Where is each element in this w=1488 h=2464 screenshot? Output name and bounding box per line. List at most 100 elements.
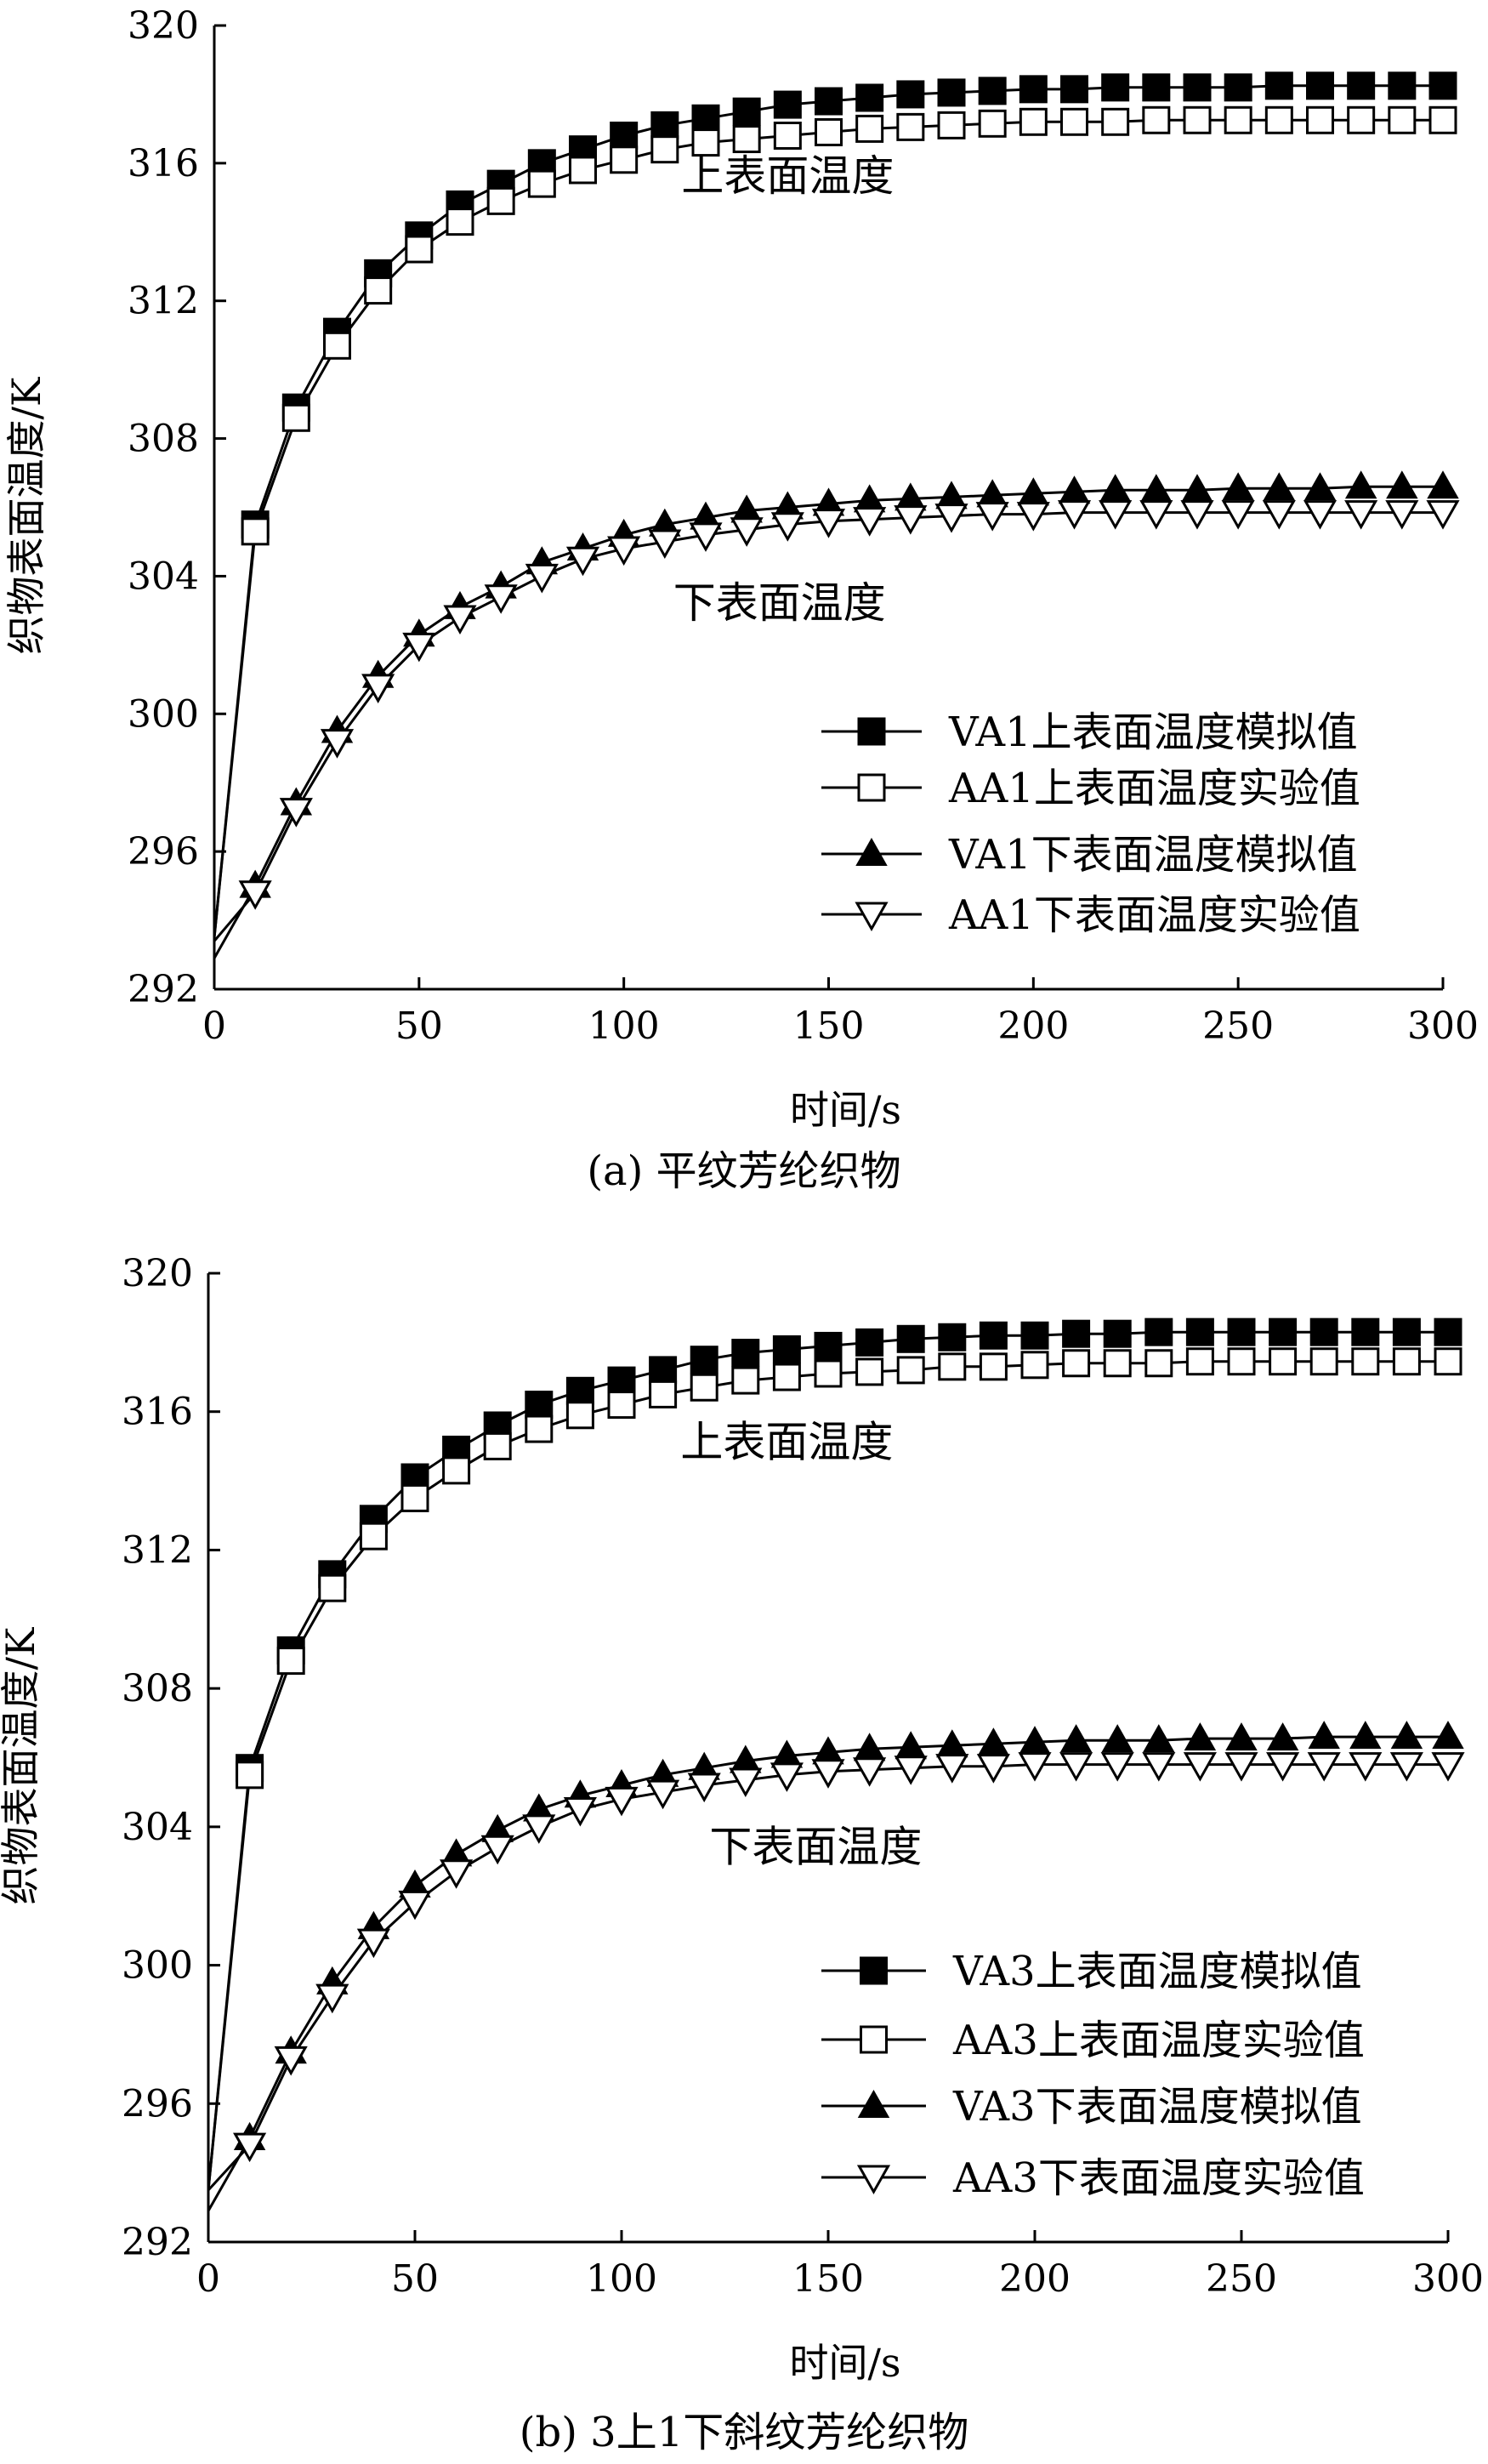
data-point (690, 1346, 718, 1374)
data-point (1062, 1349, 1091, 1378)
data-point (978, 77, 1007, 105)
data-point (1392, 1317, 1421, 1346)
data-point (274, 2046, 308, 2076)
data-point (1351, 1347, 1380, 1376)
data-point (483, 1431, 512, 1460)
data-point (811, 1759, 845, 1789)
data-point (522, 1814, 556, 1844)
data-point (1386, 470, 1418, 499)
data-point (772, 1363, 801, 1391)
data-point (1016, 502, 1050, 532)
data-point (1101, 73, 1130, 102)
data-point (934, 504, 968, 533)
data-point (525, 1414, 554, 1443)
data-point (975, 502, 1009, 532)
data-point (279, 798, 313, 828)
data-point (402, 632, 436, 663)
legend-marker (860, 2025, 888, 2054)
data-point (1180, 500, 1214, 530)
data-point (238, 880, 272, 910)
data-point (935, 1754, 969, 1784)
data-point (1139, 500, 1173, 530)
data-point (318, 1573, 347, 1602)
data-point (281, 403, 310, 432)
data-point (1389, 1752, 1423, 1782)
data-point (1059, 1724, 1093, 1753)
x-tick-label: 100 (588, 1004, 660, 1048)
legend-label: AA3上表面温度实验值 (952, 2017, 1365, 2064)
data-point (527, 169, 556, 198)
data-point (650, 135, 679, 164)
data-point (815, 117, 843, 146)
curve-annotation: 上表面温度 (681, 151, 894, 201)
data-point (1222, 472, 1254, 501)
data-point (855, 1328, 884, 1357)
x-tick-label: 50 (395, 1004, 443, 1048)
data-point (1344, 500, 1378, 530)
data-point (732, 97, 761, 126)
data-point (1434, 1347, 1462, 1376)
data-point (814, 1359, 843, 1388)
data-point (691, 104, 720, 133)
data-point (1303, 472, 1337, 501)
data-point (1181, 474, 1213, 503)
x-axis-title: 时间/s (790, 1087, 901, 1133)
legend-label: AA1上表面温度实验值 (948, 765, 1360, 812)
data-point (1263, 472, 1296, 501)
curve-annotation: 下表面温度 (709, 1823, 922, 1872)
data-point (937, 78, 966, 107)
x-tick-label: 150 (793, 1004, 865, 1048)
y-tick-label: 292 (122, 2221, 193, 2264)
data-point (731, 1366, 760, 1395)
data-point (1100, 1752, 1134, 1782)
data-point (1344, 470, 1377, 499)
data-point (691, 128, 720, 157)
data-point (359, 1522, 388, 1551)
data-point (646, 1779, 680, 1810)
y-tick-label: 316 (128, 142, 199, 185)
data-point (976, 1754, 1010, 1784)
data-point (1225, 1722, 1258, 1751)
data-point (978, 109, 1007, 138)
data-point (730, 517, 764, 547)
legend-marker (857, 717, 886, 746)
data-point (1264, 71, 1293, 100)
y-axis-title: 织物表面温度/K (0, 1626, 43, 1904)
data-point (1020, 1321, 1049, 1350)
data-point (1227, 1347, 1256, 1376)
data-point (1347, 71, 1376, 100)
data-point (1143, 1724, 1175, 1753)
series-square-open (213, 105, 1457, 938)
data-point (938, 1323, 967, 1352)
data-point (1103, 1319, 1132, 1348)
x-tick-label: 300 (1412, 2257, 1484, 2301)
x-tick-label: 50 (391, 2257, 439, 2301)
data-point (1308, 1721, 1340, 1750)
data-point (894, 1756, 928, 1785)
data-point (811, 509, 846, 538)
legend-label: VA1下表面温度模拟值 (948, 831, 1358, 879)
data-point (563, 1797, 597, 1827)
figure-caption: (a) 平纹芳纶织物 (587, 1147, 900, 1195)
data-point (770, 512, 804, 542)
data-point (443, 605, 477, 635)
data-point (1266, 1722, 1299, 1751)
data-point (1266, 1752, 1300, 1782)
data-point (565, 1401, 594, 1430)
x-tick-label: 250 (1202, 1004, 1274, 1048)
legend-marker (860, 1956, 888, 1985)
data-point (1224, 1752, 1258, 1782)
y-tick-label: 300 (128, 692, 199, 736)
data-point (236, 1761, 264, 1790)
series-square-open (207, 1347, 1462, 2191)
data-point (1351, 1317, 1380, 1346)
data-point (1018, 1752, 1052, 1782)
y-tick-label: 312 (128, 280, 199, 323)
data-point (979, 1352, 1008, 1381)
data-point (1019, 75, 1048, 104)
data-point (1306, 105, 1334, 134)
data-point (607, 1366, 636, 1395)
data-point (361, 674, 395, 703)
data-point (1427, 470, 1459, 499)
